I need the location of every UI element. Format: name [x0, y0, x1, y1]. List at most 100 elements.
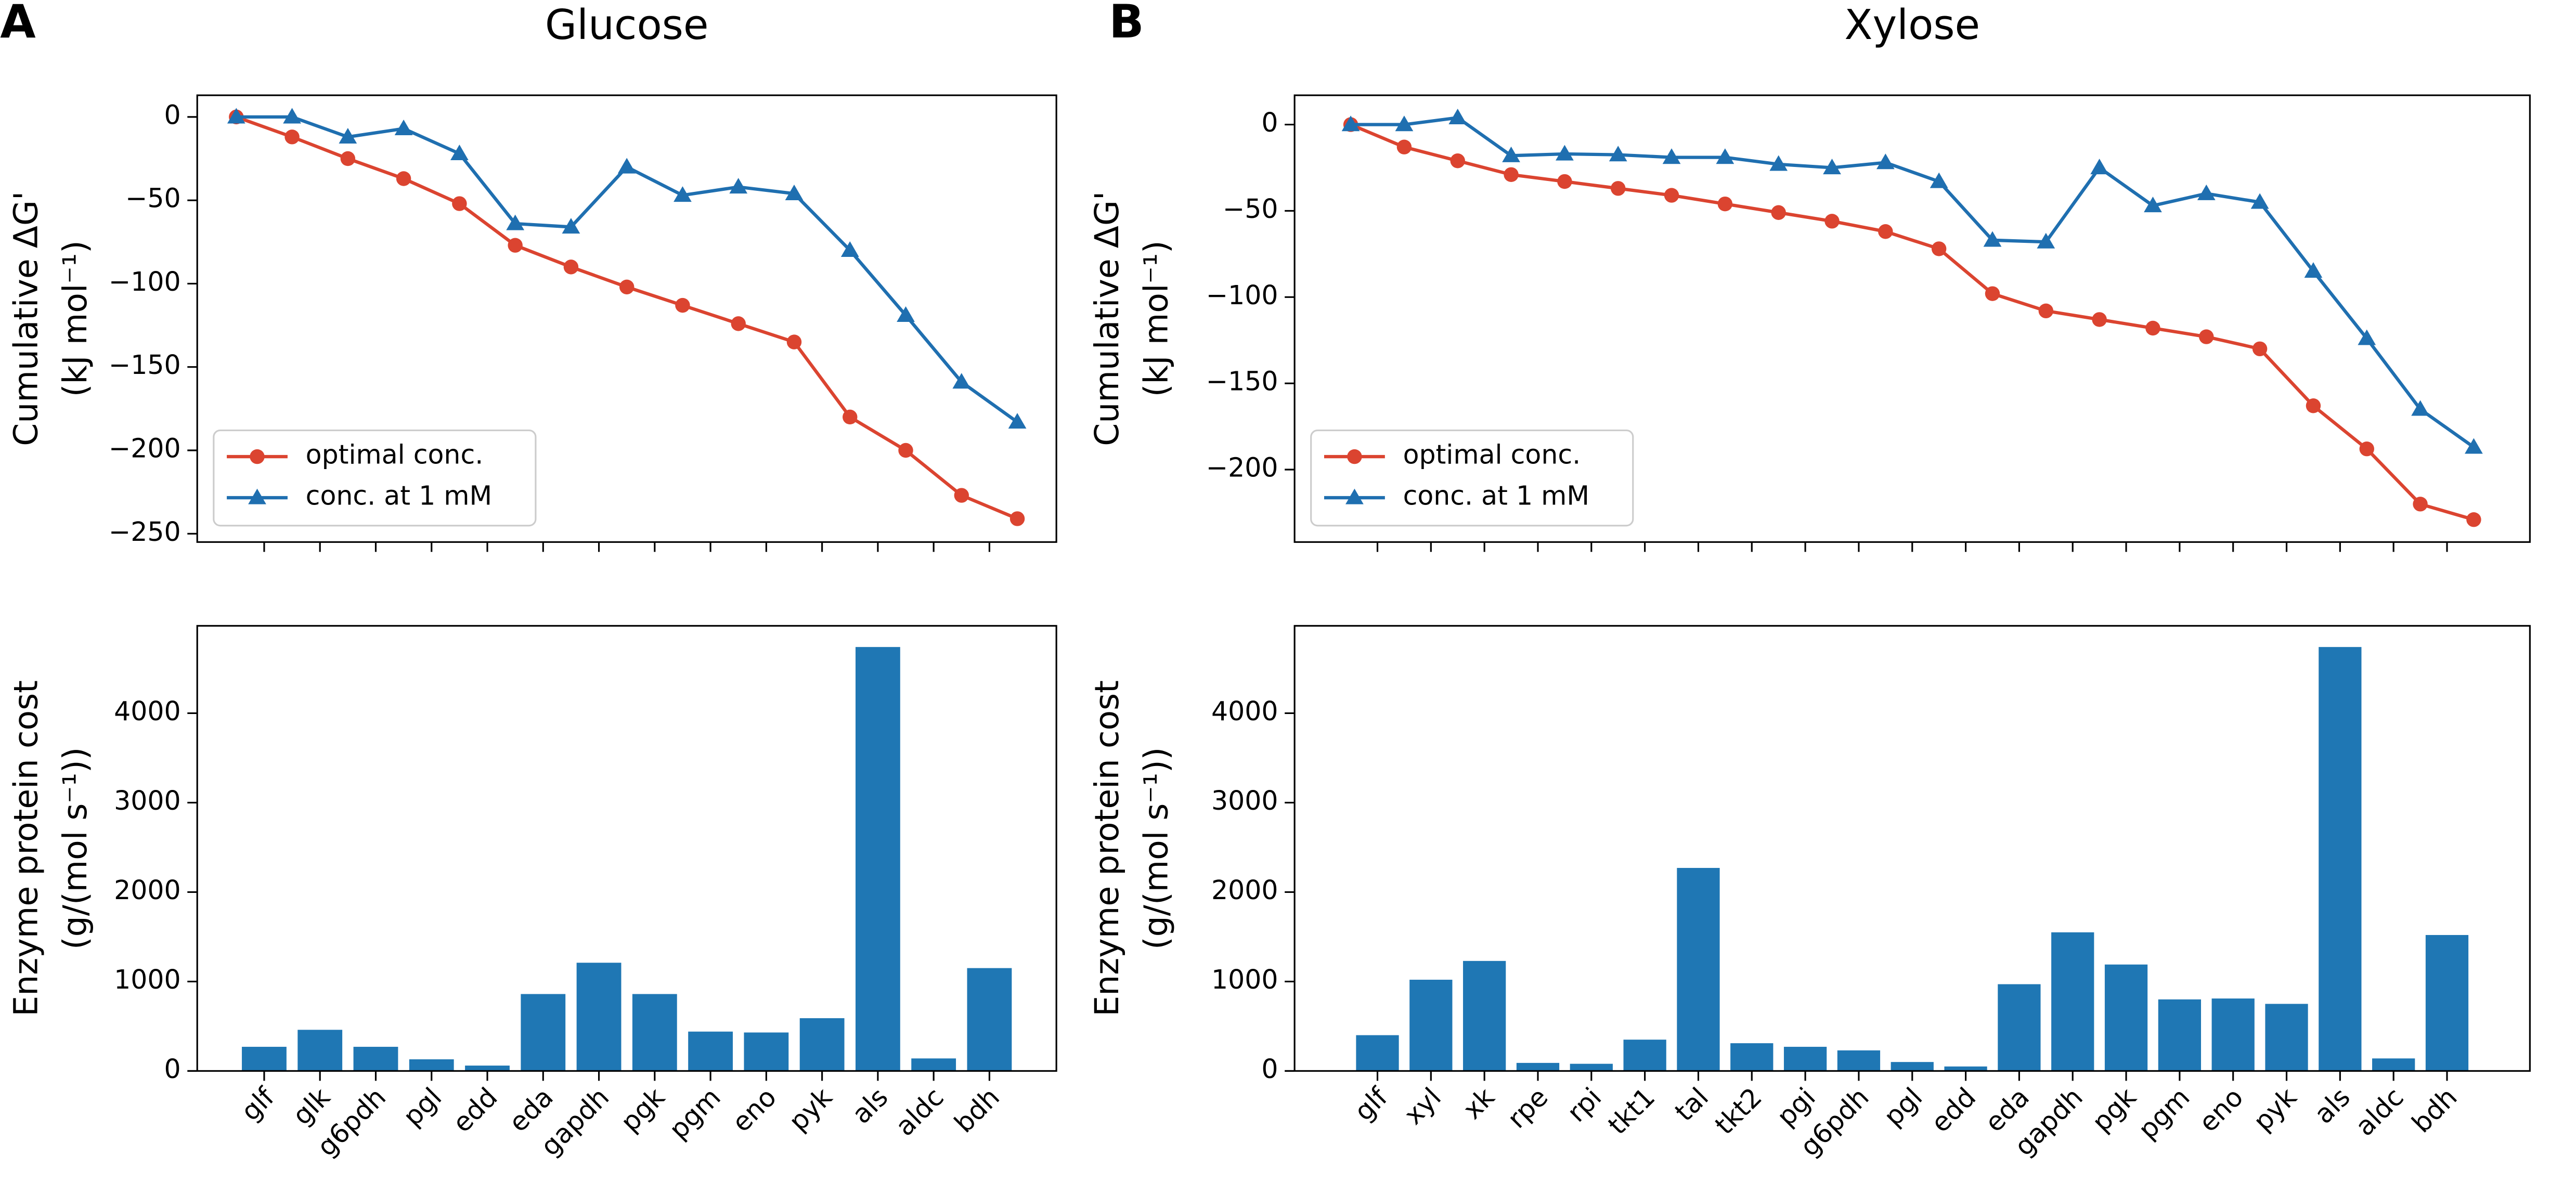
bar: [297, 1030, 343, 1071]
bar: [2372, 1058, 2415, 1071]
panel-letter: B: [1109, 0, 1144, 48]
bar: [1944, 1066, 1987, 1071]
x-tick-label: pgl: [1878, 1082, 1928, 1132]
x-tick-label: als: [846, 1082, 894, 1130]
bar: [1783, 1046, 1827, 1071]
legend-box: [213, 429, 537, 527]
bar: [855, 647, 900, 1071]
point: [396, 171, 411, 186]
point: [508, 238, 523, 253]
plot-frame: [1293, 625, 2531, 1072]
x-tick-label: bdh: [2406, 1082, 2463, 1139]
point: [2092, 312, 2107, 327]
y-tick-label: 3000: [1211, 785, 1278, 816]
y-tick-label: −100: [109, 266, 181, 297]
y-tick-label: 2000: [114, 875, 181, 905]
bar: [632, 994, 677, 1071]
y-tick-label: 1000: [114, 964, 181, 995]
bar: [1356, 1035, 1399, 1071]
y-tick-label: 2000: [1211, 875, 1278, 905]
point: [2306, 398, 2321, 413]
legend-marker: [1347, 449, 1362, 464]
point: [898, 443, 913, 458]
x-tick-label: rpi: [1561, 1082, 1607, 1128]
point: [1664, 188, 1679, 203]
point: [1008, 413, 1027, 429]
point: [897, 306, 915, 322]
point: [2197, 184, 2216, 200]
bar: [465, 1066, 510, 1071]
x-tick-label: xyl: [1398, 1082, 1447, 1131]
bar: [799, 1018, 845, 1071]
chart-title: Glucose: [545, 1, 709, 49]
point: [731, 316, 746, 331]
point: [1396, 139, 1412, 154]
series-line: [1350, 123, 2475, 522]
x-tick-label: eno: [726, 1082, 782, 1138]
plot-frame: [196, 94, 1057, 543]
point: [2250, 193, 2269, 209]
legend-box: [1310, 429, 1634, 527]
series-line: [1351, 116, 2475, 449]
point: [2144, 197, 2162, 213]
bar: [2051, 932, 2094, 1071]
legend-marker: [248, 488, 266, 504]
x-tick-label: tal: [1669, 1082, 1715, 1127]
y-axis-label: (g/(mol s⁻¹)): [1137, 747, 1175, 950]
x-tick-label: edd: [1925, 1082, 1982, 1138]
legend-label: conc. at 1 mM: [306, 481, 492, 511]
point: [2359, 441, 2374, 457]
point: [1878, 224, 1893, 239]
point: [1341, 115, 1360, 132]
point: [2199, 329, 2214, 344]
legend-label: conc. at 1 mM: [1403, 481, 1589, 511]
point: [562, 218, 580, 234]
point: [2465, 438, 2483, 454]
y-axis-label: (g/(mol s⁻¹)): [56, 747, 94, 950]
bar: [242, 1046, 287, 1071]
x-tick-label: pgk: [615, 1081, 671, 1137]
point: [1931, 241, 1947, 256]
y-tick-label: 0: [1261, 107, 1278, 138]
y-axis-label: Cumulative ΔG': [1088, 191, 1126, 446]
x-tick-label: pyk: [2247, 1081, 2303, 1137]
bar: [1998, 984, 2041, 1071]
bar: [967, 968, 1012, 1071]
point: [2466, 512, 2481, 527]
x-tick-label: xk: [1457, 1081, 1500, 1125]
point: [1395, 115, 1414, 132]
point: [2037, 232, 2055, 249]
point: [674, 186, 692, 202]
point: [1556, 145, 1574, 161]
y-tick-label: 0: [1261, 1054, 1278, 1084]
point: [2145, 320, 2160, 336]
legend-label: optimal conc.: [306, 439, 484, 470]
point: [1769, 155, 1788, 171]
point: [2411, 400, 2429, 416]
point: [1504, 167, 1519, 182]
bar: [1677, 867, 1720, 1071]
point: [563, 259, 579, 275]
legend-label: optimal conc.: [1403, 439, 1581, 470]
y-tick-label: 4000: [114, 696, 181, 726]
point: [2358, 329, 2376, 345]
bar: [1730, 1043, 1774, 1071]
y-axis-label: (kJ mol⁻¹): [56, 240, 94, 397]
panel-letter: A: [0, 0, 35, 48]
legend-marker: [1345, 488, 1364, 504]
x-tick-label: glf: [235, 1081, 281, 1127]
y-tick-label: 0: [164, 99, 180, 130]
y-tick-label: −150: [1206, 366, 1278, 397]
y-tick-label: −150: [109, 349, 181, 380]
y-axis-label: Cumulative ΔG': [6, 191, 45, 446]
point: [840, 241, 859, 257]
point: [1930, 172, 1948, 188]
point: [1448, 108, 1467, 124]
point: [1557, 174, 1572, 189]
legend-marker: [250, 449, 265, 464]
bar: [409, 1059, 454, 1071]
x-tick-label: edd: [447, 1082, 503, 1138]
bar: [1516, 1062, 1560, 1071]
point: [1823, 159, 1841, 175]
